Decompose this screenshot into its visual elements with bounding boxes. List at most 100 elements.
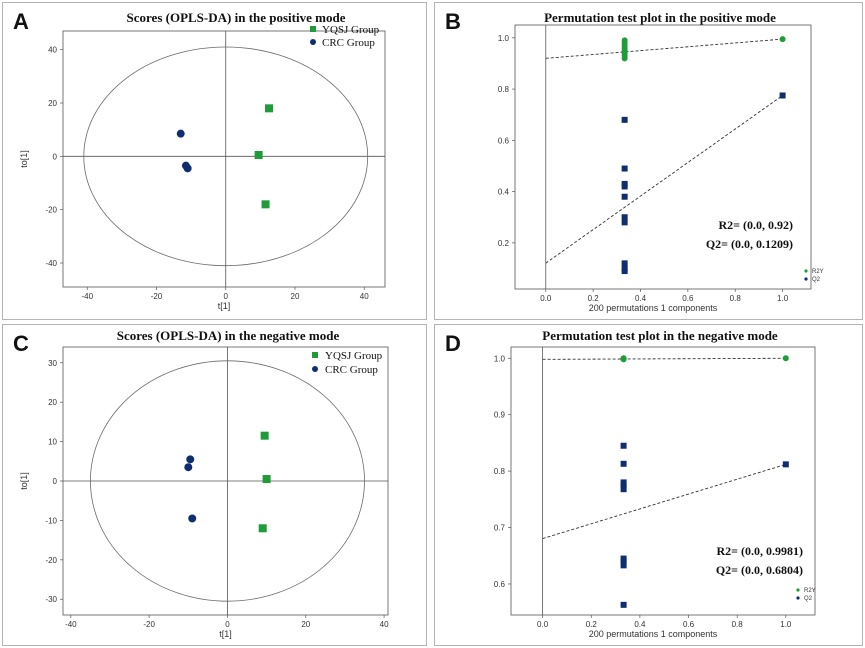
chart-a: Scores (OPLS-DA) in the positive mode -4…: [19, 10, 386, 311]
y-tick-label: 0.7: [494, 524, 506, 533]
data-point-yqsj-group: [265, 104, 274, 113]
panel-letter-d: D: [445, 331, 461, 356]
data-point-q2: [621, 116, 628, 123]
chart-title: Permutation test plot in the positive mo…: [544, 10, 776, 25]
data-point-crc-group: [186, 455, 195, 464]
plot-area-b: 0.0 0.2 0.4 0.6 0.8 1.0 0.2 0.4 0.6 0.8 1.0 200 per…: [498, 24, 824, 313]
x-tick-label: 1.0: [777, 294, 789, 303]
data-point-r2y: [779, 36, 786, 43]
data-point-crc-group: [184, 463, 193, 472]
data-point-crc-group: [176, 129, 185, 138]
x-tick-label: -40: [81, 292, 93, 301]
x-tick-label: 0.2: [588, 294, 600, 303]
chart-title: Scores (OPLS-DA) in the positive mode: [127, 10, 346, 25]
data-point-q2: [621, 260, 628, 267]
plot-frame: [62, 30, 386, 288]
plot-area-c: -40 -20 0 20 40 -30 -20 -10 0 10 20 30 t[1] to[1] YQSJ…: [19, 346, 389, 639]
stat-annotation: Q2= (0.0, 0.1209): [706, 237, 793, 251]
y-tick-label: 30: [48, 359, 57, 368]
x-tick-label: 0.4: [635, 294, 647, 303]
data-point-yqsj-group: [258, 524, 267, 533]
regression-line-q2: [542, 463, 786, 540]
y-tick-label: -20: [45, 206, 57, 215]
data-point-q2: [621, 268, 628, 275]
legend-marker-r2y: [804, 269, 808, 273]
regression-line-r2y: [545, 38, 783, 59]
x-tick-label: 1.0: [780, 620, 792, 629]
x-tick-label: -40: [65, 620, 77, 629]
chart-d: Permutation test plot in the negative mo…: [494, 328, 816, 639]
x-tick-label: 0.6: [682, 294, 694, 303]
x-axis-label: 200 permutations 1 components: [589, 629, 718, 639]
x-tick-label: 0.8: [730, 294, 742, 303]
regression-line-r2y: [542, 357, 786, 360]
data-point-r2y: [620, 356, 627, 363]
x-tick-label: 0: [225, 620, 230, 629]
legend-label-r2y: R2Y: [804, 588, 816, 594]
y-tick-label: 0.2: [498, 239, 510, 248]
x-tick-label: 20: [301, 620, 310, 629]
y-tick-label: 0.6: [494, 580, 506, 589]
chart-title: Scores (OPLS-DA) in the negative mode: [117, 328, 340, 343]
legend-marker-crc-group: [312, 366, 318, 372]
plot-area-d: 0.0 0.2 0.4 0.6 0.8 1.0 0.6 0.7 0.8 0.9 1.0 200 per…: [494, 346, 816, 639]
panel-d: D Permutation test plot in the negative …: [434, 324, 863, 646]
panel-letter-b: B: [445, 9, 461, 34]
chart-title: Permutation test plot in the negative mo…: [542, 328, 778, 343]
legend-marker-r2y: [796, 588, 800, 592]
x-tick-label: 20: [291, 292, 300, 301]
x-tick-label: 0.2: [586, 620, 598, 629]
data-point-q2: [621, 219, 628, 226]
y-tick-label: 0.6: [498, 136, 510, 145]
data-point-q2: [620, 482, 627, 489]
data-point-yqsj-group: [260, 431, 269, 440]
data-point-r2y: [782, 355, 789, 362]
plot-frame: [510, 346, 816, 616]
data-point-crc-group: [183, 164, 192, 173]
chart-b: Permutation test plot in the positive mo…: [498, 10, 824, 313]
data-point-q2: [621, 214, 628, 221]
y-tick-label: -30: [45, 595, 57, 604]
data-point-q2: [782, 461, 789, 468]
regression-line-q2: [545, 95, 783, 264]
stat-annotation: R2= (0.0, 0.92): [719, 218, 794, 232]
legend-label-q2: Q2: [812, 277, 821, 283]
legend-label-q2: Q2: [804, 596, 813, 602]
y-tick-label: 0.8: [494, 467, 506, 476]
y-tick-label: 1.0: [494, 354, 506, 363]
x-tick-label: 40: [360, 292, 369, 301]
legend-label-crc-group: CRC Group: [322, 37, 375, 49]
panel-b: B Permutation test plot in the positive …: [434, 2, 863, 320]
data-point-crc-group: [188, 514, 197, 523]
data-point-q2: [621, 193, 628, 200]
hotelling-ellipse: [83, 46, 369, 267]
legend-label-yqsj-group: YQSJ Group: [325, 350, 383, 362]
legend-marker-q2: [804, 277, 808, 281]
chart-c: Scores (OPLS-DA) in the negative mode -4…: [19, 328, 389, 639]
x-axis-label: t[1]: [218, 301, 231, 311]
x-tick-label: 0.8: [732, 620, 744, 629]
y-axis-label: to[1]: [19, 472, 29, 490]
y-tick-label: -40: [45, 259, 57, 268]
y-tick-label: 0.9: [494, 411, 506, 420]
x-tick-label: 0.4: [634, 620, 646, 629]
panel-letter-c: C: [13, 331, 29, 356]
legend-marker-yqsj-group: [312, 352, 318, 358]
legend-label-crc-group: CRC Group: [325, 364, 378, 376]
data-point-q2: [620, 486, 627, 493]
panel-letter-a: A: [13, 9, 29, 34]
legend-marker-yqsj-group: [310, 26, 316, 32]
x-tick-label: -20: [151, 292, 163, 301]
legend-marker-q2: [796, 596, 800, 600]
panel-a: A Scores (OPLS-DA) in the positive mode …: [2, 2, 427, 320]
panel-c: C Scores (OPLS-DA) in the negative mode …: [2, 324, 427, 646]
legend-marker-crc-group: [310, 39, 316, 45]
data-point-q2: [620, 601, 627, 608]
data-point-q2: [620, 442, 627, 449]
y-tick-label: -10: [45, 516, 57, 525]
y-tick-label: 0: [53, 477, 58, 486]
stat-annotation: Q2= (0.0, 0.6804): [716, 563, 803, 577]
plot-frame: [514, 24, 812, 290]
data-point-q2: [621, 165, 628, 172]
data-point-q2: [779, 92, 786, 99]
